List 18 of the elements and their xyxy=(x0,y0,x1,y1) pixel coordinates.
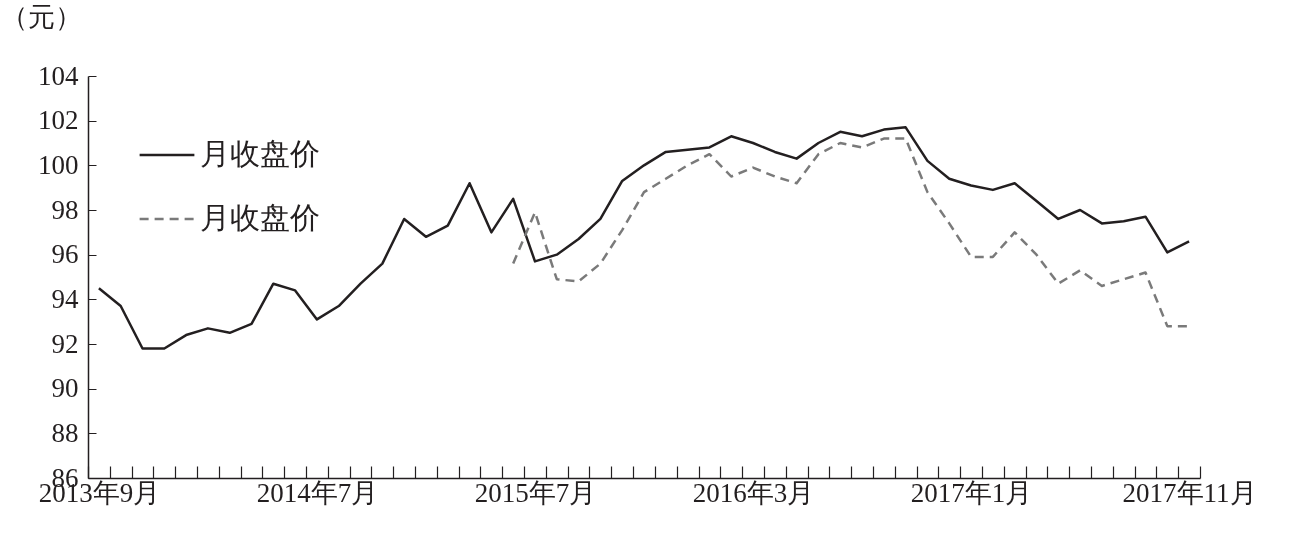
x-tick-label: 2014年7月 xyxy=(256,477,379,508)
y-tick-label: 94 xyxy=(51,283,79,314)
y-tick-label: 104 xyxy=(38,60,79,91)
y-tick-label: 98 xyxy=(51,194,79,225)
y-tick-label: 100 xyxy=(38,149,79,180)
y-tick-label: 102 xyxy=(38,105,79,136)
y-axis-title: （元） xyxy=(0,1,82,32)
y-tick-label: 90 xyxy=(51,373,79,404)
x-tick-label: 2016年3月 xyxy=(692,477,815,508)
y-tick-label: 96 xyxy=(51,239,79,270)
x-tick-label: 2017年1月 xyxy=(910,477,1033,508)
legend-label: 月收盘价 xyxy=(200,201,320,234)
x-tick-label: 2015年7月 xyxy=(474,477,597,508)
y-tick-label: 92 xyxy=(51,328,79,359)
x-tick-label: 2017年11月 xyxy=(1122,477,1257,508)
line-series xyxy=(97,126,1191,350)
legend-label: 月收盘价 xyxy=(200,137,320,170)
y-tick-label: 88 xyxy=(51,417,79,448)
